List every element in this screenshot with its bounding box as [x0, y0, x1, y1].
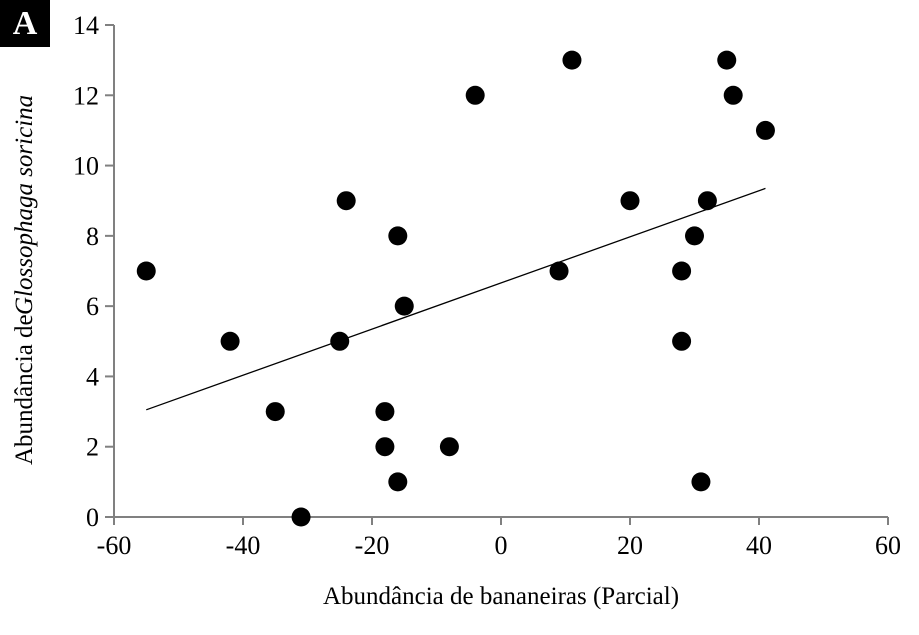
x-tick-label: 60: [875, 531, 901, 560]
data-point: [723, 85, 743, 105]
data-point: [697, 191, 717, 211]
data-point: [549, 261, 569, 281]
data-point: [672, 261, 692, 281]
y-tick-label: 12: [73, 81, 99, 110]
y-tick-label: 4: [86, 362, 99, 391]
y-tick-label: 2: [86, 433, 99, 462]
data-point: [755, 120, 775, 140]
x-tick-label: -20: [355, 531, 390, 560]
y-tick-label: 6: [86, 292, 99, 321]
data-point: [394, 296, 414, 316]
y-tick-label: 8: [86, 222, 99, 251]
x-tick-label: 20: [617, 531, 643, 560]
data-point: [620, 191, 640, 211]
x-tick-label: 40: [746, 531, 772, 560]
data-point: [375, 437, 395, 457]
data-point: [685, 226, 704, 246]
data-point: [672, 331, 692, 351]
data-point: [330, 331, 350, 351]
panel-label: A: [12, 4, 38, 42]
data-point: [136, 261, 156, 281]
data-point: [439, 437, 459, 457]
data-point: [265, 402, 285, 422]
data-point: [717, 50, 737, 70]
data-point: [388, 226, 408, 246]
trend-line: [146, 187, 766, 411]
data-point: [388, 472, 408, 492]
data-point: [336, 191, 356, 211]
data-point: [691, 472, 711, 492]
x-tick-label: 0: [495, 531, 508, 560]
data-point: [465, 85, 485, 105]
data-point: [220, 331, 240, 351]
y-tick-label: 10: [73, 152, 99, 181]
data-point: [291, 507, 311, 527]
data-point: [562, 50, 582, 70]
y-tick-label: 0: [86, 503, 99, 532]
x-tick-label: -60: [97, 531, 132, 560]
x-axis-title: Abundância de bananeiras (Parcial): [322, 583, 680, 610]
data-point: [375, 402, 395, 422]
y-tick-label: 14: [73, 11, 99, 40]
x-tick-label: -40: [226, 531, 261, 560]
panel-label-badge: A: [0, 0, 50, 47]
